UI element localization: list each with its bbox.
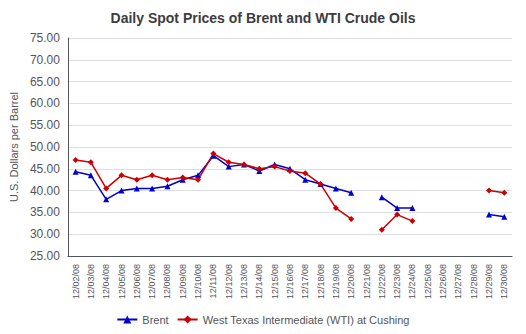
svg-text:12/16/08: 12/16/08 bbox=[285, 264, 295, 299]
svg-text:Daily Spot Prices of Brent and: Daily Spot Prices of Brent and WTI Crude… bbox=[111, 10, 416, 26]
svg-text:12/05/08: 12/05/08 bbox=[117, 264, 127, 299]
svg-text:12/28/08: 12/28/08 bbox=[469, 264, 479, 299]
svg-text:12/15/08: 12/15/08 bbox=[270, 264, 280, 299]
svg-text:Brent: Brent bbox=[142, 314, 168, 326]
svg-text:West Texas Intermediate (WTI): West Texas Intermediate (WTI) at Cushing bbox=[203, 314, 410, 326]
svg-text:12/08/08: 12/08/08 bbox=[162, 264, 172, 299]
svg-text:12/27/08: 12/27/08 bbox=[453, 264, 463, 299]
svg-text:30.00: 30.00 bbox=[30, 227, 60, 241]
svg-text:12/03/08: 12/03/08 bbox=[86, 264, 96, 299]
svg-text:35.00: 35.00 bbox=[30, 205, 60, 219]
svg-text:12/30/08: 12/30/08 bbox=[499, 264, 509, 299]
svg-text:12/17/08: 12/17/08 bbox=[300, 264, 310, 299]
svg-text:12/25/08: 12/25/08 bbox=[423, 264, 433, 299]
svg-text:12/18/08: 12/18/08 bbox=[316, 264, 326, 299]
svg-text:12/24/08: 12/24/08 bbox=[407, 264, 417, 299]
svg-text:25.00: 25.00 bbox=[30, 249, 60, 263]
svg-text:12/29/08: 12/29/08 bbox=[484, 264, 494, 299]
svg-text:40.00: 40.00 bbox=[30, 184, 60, 198]
svg-text:U.S. Dollars per Barrel: U.S. Dollars per Barrel bbox=[8, 92, 20, 202]
svg-text:12/04/08: 12/04/08 bbox=[101, 264, 111, 299]
svg-text:12/13/08: 12/13/08 bbox=[239, 264, 249, 299]
svg-text:12/10/08: 12/10/08 bbox=[193, 264, 203, 299]
svg-text:12/23/08: 12/23/08 bbox=[392, 264, 402, 299]
svg-text:55.00: 55.00 bbox=[30, 118, 60, 132]
svg-text:45.00: 45.00 bbox=[30, 162, 60, 176]
svg-text:12/26/08: 12/26/08 bbox=[438, 264, 448, 299]
svg-text:12/12/08: 12/12/08 bbox=[224, 264, 234, 299]
svg-text:12/06/08: 12/06/08 bbox=[132, 264, 142, 299]
svg-text:12/22/08: 12/22/08 bbox=[377, 264, 387, 299]
svg-text:12/02/08: 12/02/08 bbox=[71, 264, 81, 299]
svg-text:12/09/08: 12/09/08 bbox=[178, 264, 188, 299]
svg-text:12/14/08: 12/14/08 bbox=[254, 264, 264, 299]
svg-text:12/19/08: 12/19/08 bbox=[331, 264, 341, 299]
svg-text:12/21/08: 12/21/08 bbox=[362, 264, 372, 299]
svg-text:12/20/08: 12/20/08 bbox=[346, 264, 356, 299]
svg-text:60.00: 60.00 bbox=[30, 96, 60, 110]
svg-text:70.00: 70.00 bbox=[30, 53, 60, 67]
svg-text:75.00: 75.00 bbox=[30, 31, 60, 45]
svg-text:50.00: 50.00 bbox=[30, 140, 60, 154]
svg-text:12/11/08: 12/11/08 bbox=[208, 264, 218, 298]
svg-text:65.00: 65.00 bbox=[30, 75, 60, 89]
svg-text:12/07/08: 12/07/08 bbox=[147, 264, 157, 299]
